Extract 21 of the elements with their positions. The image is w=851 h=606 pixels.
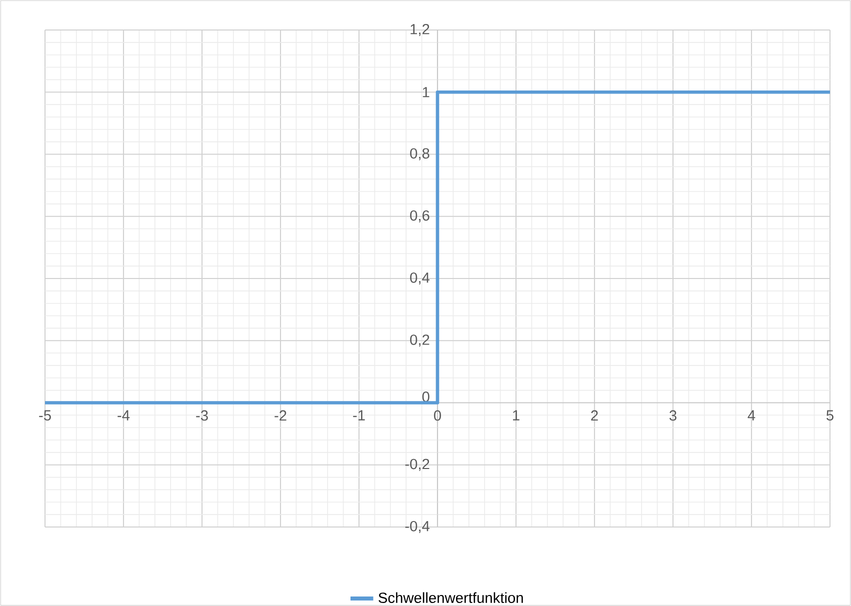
x-tick-label: 3: [669, 410, 676, 421]
x-tick-label: -4: [118, 410, 130, 420]
y-tick-label: -0,4: [405, 520, 430, 534]
x-tick-label: 5: [826, 410, 834, 421]
y-tick-label: 1: [422, 87, 430, 98]
x-tick-label: -2: [274, 410, 286, 421]
y-tick-label: 0,2: [410, 334, 430, 347]
legend-label: Schwellenwertfunktion: [378, 592, 523, 603]
y-tick-label: 0,4: [410, 272, 430, 285]
y-tick-label: 1,2: [410, 24, 430, 36]
y-tick-label: 0,6: [410, 210, 430, 222]
y-tick-label: 0,8: [410, 148, 430, 160]
x-tick-label: -3: [196, 410, 208, 421]
x-tick-label: -5: [39, 410, 51, 421]
x-tick-label: 1: [513, 410, 520, 420]
y-tick-label: 0: [422, 392, 430, 402]
x-tick-label: -1: [353, 410, 365, 420]
x-tick-label: 2: [591, 410, 598, 421]
x-tick-label: 0: [434, 410, 441, 421]
x-tick-label: 4: [748, 410, 756, 420]
y-tick-label: -0,2: [405, 458, 430, 471]
